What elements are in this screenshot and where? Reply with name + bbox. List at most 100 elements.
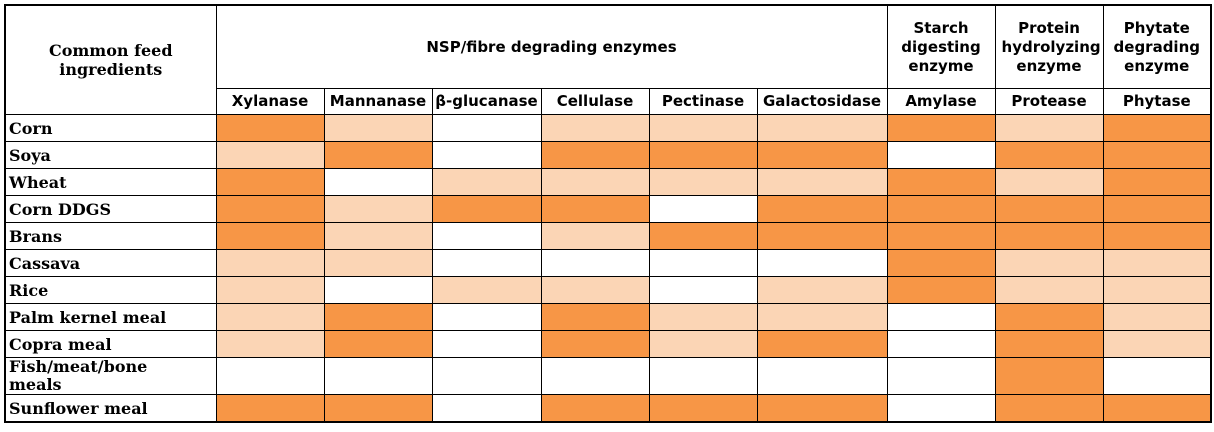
color-cell [756,357,888,395]
row-label-cell: Fish/meat/bone meals [4,357,217,395]
group-header: Protein hydrolyzing enzyme [994,4,1104,89]
color-cell [756,222,888,250]
row-label-cell: Corn DDGS [4,195,217,223]
enzyme-header: Cellulase [540,88,650,115]
color-cell [431,330,542,358]
color-cell [756,303,888,331]
row-label: Corn [9,118,53,138]
color-cell [323,276,433,304]
enzyme-header: Pectinase [648,88,758,115]
row-label: Soya [9,145,51,165]
row-label-cell: Cassava [4,249,217,277]
color-cell [994,303,1104,331]
color-cell [431,141,542,169]
color-cell [886,357,996,395]
color-cell [215,114,325,142]
color-cell [756,141,888,169]
color-cell [1102,168,1212,196]
color-cell [431,114,542,142]
color-cell [540,303,650,331]
color-cell [323,195,433,223]
color-cell [215,168,325,196]
color-cell [1102,249,1212,277]
color-cell [886,114,996,142]
color-cell [431,303,542,331]
header-row: Common feed ingredients NSP/fibre degrad… [4,4,1212,115]
row-label-cell: Wheat [4,168,217,196]
row-label-cell: Soya [4,141,217,169]
color-cell [756,114,888,142]
color-cell [1102,303,1212,331]
color-cell [431,357,542,395]
enzyme-header: β-glucanase [431,88,542,115]
color-cell [1102,141,1212,169]
row-label-cell: Rice [4,276,217,304]
enzyme-header: Protease [994,88,1104,115]
color-cell [540,276,650,304]
color-cell [994,195,1104,223]
color-cell [648,276,758,304]
color-cell [431,195,542,223]
color-cell [323,141,433,169]
row-label: Brans [9,226,62,246]
row-label: Fish/meat/bone meals [9,357,148,394]
color-cell [540,222,650,250]
color-cell [994,114,1104,142]
row-label: Palm kernel meal [9,307,167,327]
color-cell [756,394,888,423]
color-cell [886,330,996,358]
color-cell [323,114,433,142]
row-label-cell: Sunflower meal [4,394,217,423]
color-cell [648,303,758,331]
color-cell [1102,222,1212,250]
row-label: Corn DDGS [9,199,112,219]
color-cell [648,141,758,169]
color-cell [1102,276,1212,304]
row-label: Sunflower meal [9,398,148,418]
color-cell [1102,357,1212,395]
color-cell [994,330,1104,358]
color-cell [1102,195,1212,223]
color-cell [1102,330,1212,358]
table-row: Rice [4,276,1212,304]
color-cell [431,168,542,196]
color-cell [648,195,758,223]
table-row: Cassava [4,249,1212,277]
table-row: Brans [4,222,1212,250]
row-label: Cassava [9,253,81,273]
color-cell [431,394,542,423]
table-body: Corn Soya Wheat Corn DDGS Brans Cassava Rice Pa… [4,114,1212,423]
color-cell [215,276,325,304]
color-cell [323,168,433,196]
color-cell [323,357,433,395]
color-cell [323,303,433,331]
enzyme-row: Xylanase Mannanase β-glucanase Cellulase Pec… [5,88,1212,115]
group-header: Phytate degrading enzyme [1102,4,1212,89]
color-cell [1102,394,1212,423]
group-header: Starch digesting enzyme [886,4,996,89]
color-cell [756,330,888,358]
color-cell [886,168,996,196]
enzyme-header: Xylanase [215,88,325,115]
enzyme-header: Galactosidase [756,88,888,115]
color-cell [540,394,650,423]
color-cell [756,249,888,277]
color-cell [648,249,758,277]
table-row: Soya [4,141,1212,169]
enzyme-header: Mannanase [323,88,433,115]
table-row: Fish/meat/bone meals [4,357,1212,395]
enzyme-header: Amylase [886,88,996,115]
color-cell [886,303,996,331]
color-cell [886,195,996,223]
color-cell [886,394,996,423]
row-label-cell: Brans [4,222,217,250]
color-cell [540,249,650,277]
color-cell [431,222,542,250]
color-cell [540,330,650,358]
color-cell [756,195,888,223]
color-cell [648,168,758,196]
table-row: Copra meal [4,330,1212,358]
color-cell [215,249,325,277]
color-cell [540,168,650,196]
color-cell [648,394,758,423]
